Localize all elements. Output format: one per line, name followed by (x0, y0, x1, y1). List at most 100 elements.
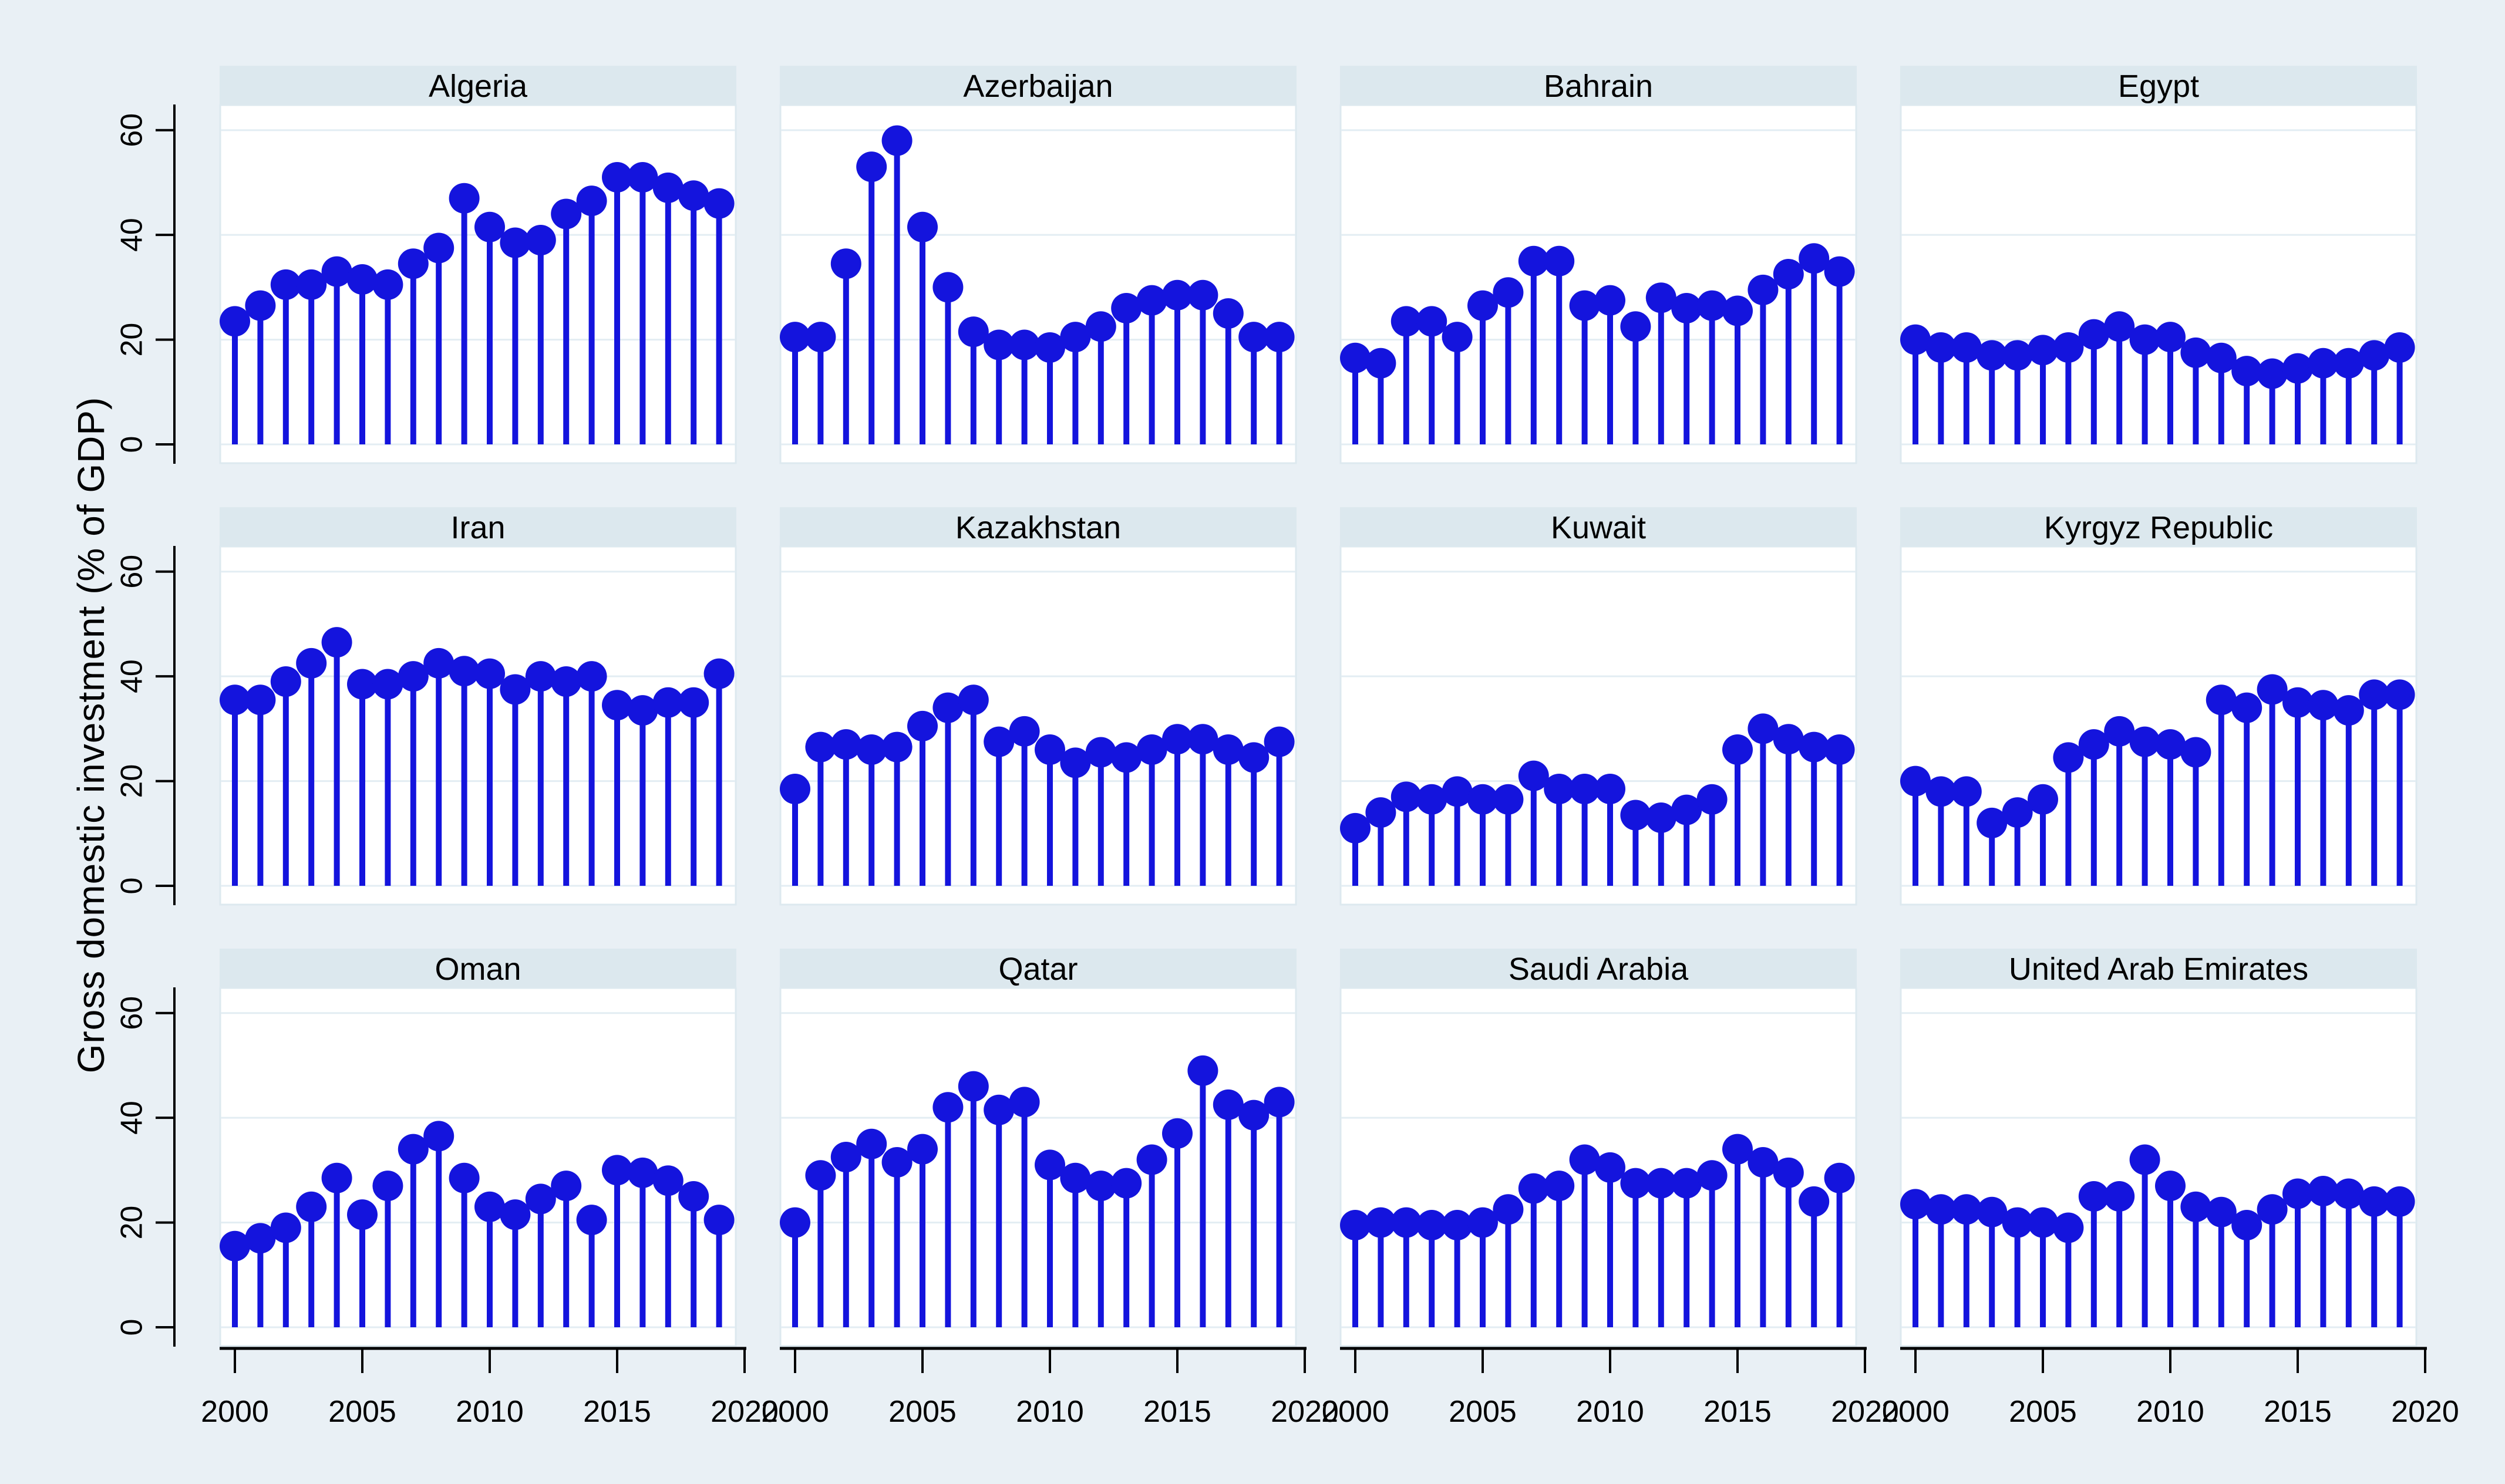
plot-area (219, 545, 737, 906)
stem-2000 (220, 1230, 250, 1327)
stem-2017 (1773, 724, 1804, 886)
stem-2009 (1569, 773, 1600, 886)
stem-2014 (576, 661, 607, 886)
stem-2004 (1442, 322, 1473, 444)
stem-2011 (1060, 322, 1091, 444)
stem-2003 (1416, 306, 1447, 444)
stem-2009 (2129, 726, 2160, 886)
stem-2000 (780, 1207, 810, 1327)
panel-oman: Oman (219, 949, 737, 1347)
stem-2006 (372, 269, 403, 444)
stem-2014 (576, 186, 607, 444)
stem-2019 (2384, 332, 2415, 444)
stem-2003 (296, 647, 327, 886)
x-axis: 2000 2005 2010 2015 2020 (201, 1347, 779, 1429)
stem-2014 (1136, 1144, 1167, 1327)
stem-2004 (321, 1162, 352, 1327)
plot-area (779, 545, 1297, 906)
stem-2016 (627, 162, 658, 444)
panel-iran: Iran (219, 507, 737, 906)
plot-area (1339, 987, 1857, 1347)
x-tick-label-2020: 2020 (2391, 1395, 2459, 1429)
plot-area (779, 987, 1297, 1347)
y-tick-label-60: 60 (115, 555, 149, 589)
stem-2010 (1035, 1149, 1065, 1327)
stem-2005 (1467, 290, 1498, 444)
stem-2013 (551, 666, 582, 886)
stem-2018 (678, 180, 709, 444)
stem-2013 (551, 1171, 582, 1327)
stem-2008 (984, 726, 1015, 886)
panel-title: Kyrgyz Republic (1900, 507, 2417, 546)
y-tick-label-0: 0 (115, 1319, 149, 1336)
stem-2010 (1035, 332, 1065, 444)
panel-qatar: Qatar (779, 949, 1297, 1347)
stem-2004 (1442, 1210, 1473, 1327)
panel-kazakhstan: Kazakhstan (779, 507, 1297, 906)
stem-2018 (678, 687, 709, 886)
x-axis-col-2: 2000 2005 2010 2015 2020 (761, 1347, 1339, 1435)
stem-2000 (1900, 1189, 1931, 1327)
stem-2013 (551, 198, 582, 444)
stem-2008 (423, 647, 454, 886)
plot-area (1339, 104, 1857, 464)
stem-2018 (1799, 1186, 1830, 1327)
stem-2003 (1416, 784, 1447, 886)
stem-2014 (2257, 358, 2288, 444)
stem-2013 (2231, 356, 2262, 444)
stem-2001 (245, 290, 276, 444)
y-tick-label-60: 60 (115, 113, 149, 147)
plot-area (1900, 987, 2418, 1347)
stem-2014 (2257, 1194, 2288, 1327)
panel-row-1: 0 20 40 60 Algeria Azerbaijan Bahrain Egypt (100, 66, 2505, 464)
stem-2006 (1493, 1194, 1524, 1327)
x-tick-label-2010: 2010 (1576, 1395, 1644, 1429)
stem-2016 (1187, 1055, 1218, 1327)
stem-2005 (2028, 1207, 2058, 1327)
stem-2010 (474, 211, 505, 444)
stem-2016 (1748, 713, 1779, 886)
stem-2006 (932, 272, 964, 444)
plot-background (779, 104, 1297, 464)
stem-2012 (1645, 802, 1676, 886)
stem-2009 (449, 656, 480, 886)
stem-2019 (1824, 1162, 1855, 1327)
panel-row-2: 0 20 40 60 Iran Kazakhstan Kuwait Kyrgyz Republ… (100, 507, 2505, 906)
panel-united-arab-emirates: United Arab Emirates (1900, 949, 2418, 1347)
stem-2015 (1722, 1134, 1753, 1327)
stem-2008 (423, 1121, 454, 1327)
stem-2014 (1696, 784, 1728, 886)
stem-2002 (1951, 332, 1982, 444)
x-tick-label-2000: 2000 (761, 1395, 829, 1429)
plot-background (219, 545, 737, 906)
y-axis-gutter-row-1: 0 20 40 60 (100, 66, 176, 464)
stem-2005 (347, 1199, 378, 1327)
panel-title: Algeria (220, 66, 736, 104)
panel-kyrgyz-republic: Kyrgyz Republic (1900, 507, 2418, 906)
stem-2007 (1518, 245, 1549, 444)
stem-2004 (321, 627, 352, 886)
stem-2009 (1569, 290, 1600, 444)
stem-2002 (830, 248, 861, 444)
plot-area (1900, 104, 2418, 464)
stem-2012 (525, 225, 556, 444)
stem-2015 (602, 690, 632, 886)
stem-2007 (958, 316, 989, 444)
stem-2004 (2002, 797, 2033, 886)
stem-2010 (1035, 734, 1065, 886)
stem-2011 (2180, 1191, 2211, 1327)
y-tick-label-20: 20 (115, 323, 149, 357)
stem-2003 (1416, 1210, 1447, 1327)
stem-2018 (678, 1181, 709, 1327)
plot-background (219, 987, 737, 1347)
stem-2003 (1977, 340, 2008, 444)
stem-2007 (398, 661, 429, 886)
stem-2019 (1264, 1087, 1295, 1327)
y-tick-label-40: 40 (115, 1101, 149, 1135)
stem-2002 (270, 269, 301, 444)
stem-2005 (347, 264, 378, 444)
x-axis: 2000 2005 2010 2015 2020 (1321, 1347, 1899, 1429)
stem-2000 (1900, 765, 1931, 886)
stem-2010 (474, 658, 505, 886)
